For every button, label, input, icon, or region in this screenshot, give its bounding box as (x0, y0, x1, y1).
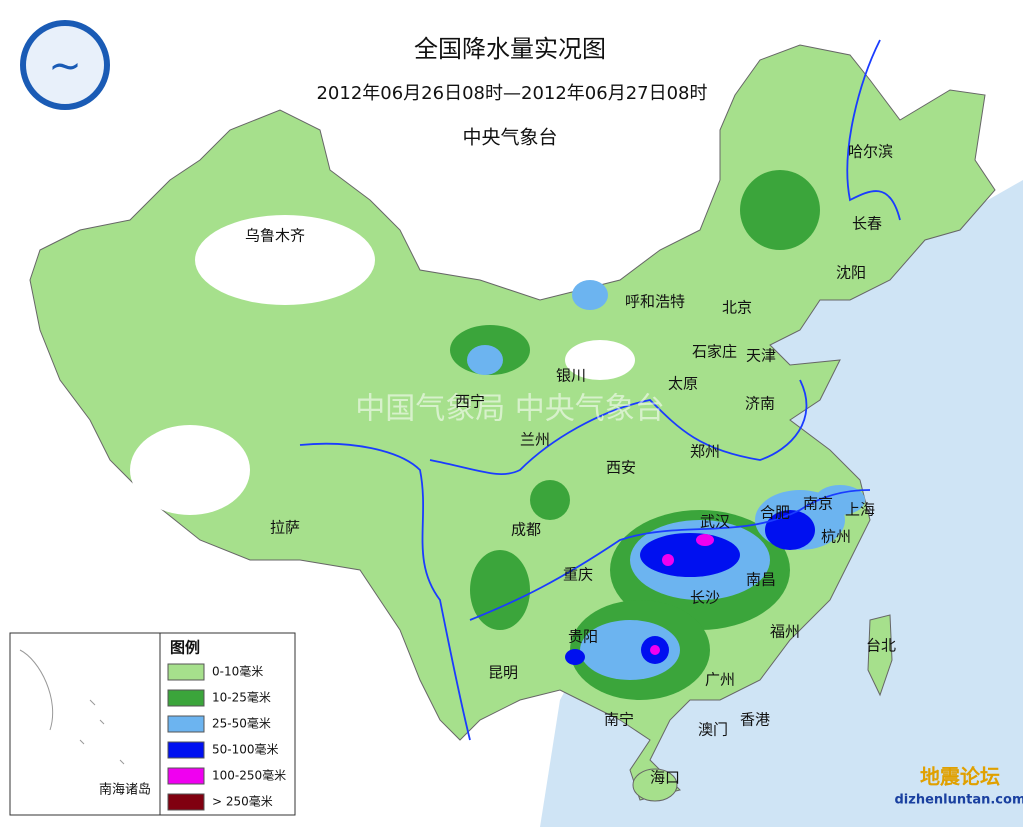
city-label: 重庆 (563, 566, 593, 584)
city-label: 沈阳 (836, 264, 866, 282)
city-label: 银川 (556, 367, 586, 385)
city-label: 广州 (705, 671, 735, 689)
legend-label: 50-100毫米 (212, 742, 279, 757)
legend-label: 25-50毫米 (212, 716, 271, 731)
legend-swatch (167, 793, 205, 811)
watermark: 中国气象局 中央气象台 (355, 392, 665, 427)
city-label: 长春 (852, 215, 882, 233)
city-label: 哈尔滨 (848, 143, 893, 161)
legend-swatch (167, 741, 205, 759)
city-label: 乌鲁木齐 (245, 227, 305, 245)
legend-swatch (167, 715, 205, 733)
legend-swatch (167, 689, 205, 707)
city-label: 合肥 (760, 504, 790, 522)
city-label: 上海 (845, 501, 875, 519)
city-label: 呼和浩特 (625, 293, 685, 311)
logo-mark: ~ (48, 43, 82, 89)
dry-area (195, 215, 375, 305)
period: 2012年06月26日08时—2012年06月27日08时 (316, 83, 707, 104)
city-label: 武汉 (700, 513, 730, 531)
city-label: 郑州 (690, 443, 720, 461)
city-label: 长沙 (690, 589, 720, 607)
rivers (299, 39, 901, 741)
dry-area (565, 340, 635, 380)
city-label: 天津 (746, 347, 776, 365)
city-label: 台北 (866, 637, 896, 655)
city-label: 海口 (650, 769, 680, 787)
city-label: 南宁 (604, 711, 634, 729)
legend-swatch (167, 767, 205, 785)
legend: 0-10毫米 10-25毫米 25-50毫米 50-100毫米 100-250毫米 > 2… (167, 663, 286, 811)
city-label: 西安 (606, 459, 636, 477)
logo (20, 20, 110, 110)
city-label: 石家庄 (692, 343, 737, 361)
city-label: 澳门 (698, 721, 728, 739)
city-label: 兰州 (520, 431, 550, 449)
city-label: 济南 (745, 395, 775, 413)
city-label: 南昌 (746, 571, 776, 589)
site-url: dizhenluntan.com (895, 793, 1023, 808)
legend-label: 100-250毫米 (212, 768, 286, 783)
taiwan (867, 614, 893, 697)
city-label: 南京 (803, 495, 833, 513)
city-label: 拉萨 (270, 519, 300, 537)
legend-title: 图例 (170, 639, 200, 657)
precip-50-100 (565, 510, 815, 665)
map-title: 全国降水量实况图 (414, 35, 606, 63)
city-label: 成都 (511, 521, 541, 539)
city-label: 杭州 (821, 528, 851, 546)
city-label: 福州 (770, 623, 800, 641)
legend-label: > 250毫米 (212, 794, 273, 809)
inset-label: 南海诸岛 (99, 782, 151, 798)
inset-islands (19, 649, 125, 765)
city-label: 北京 (722, 299, 752, 317)
precip-100-250 (650, 534, 714, 655)
legend-swatch (167, 663, 205, 681)
agency: 中央气象台 (462, 127, 557, 149)
hainan (632, 768, 678, 802)
city-label: 香港 (740, 711, 770, 729)
city-label: 太原 (668, 375, 698, 393)
legend-label: 0-10毫米 (212, 664, 263, 679)
city-label: 昆明 (488, 664, 518, 682)
dry-area (130, 425, 250, 515)
legend-label: 10-25毫米 (212, 690, 271, 705)
site-name: 地震论坛 (920, 765, 1000, 789)
city-label: 贵阳 (568, 628, 598, 646)
city-label: 西宁 (455, 393, 485, 411)
